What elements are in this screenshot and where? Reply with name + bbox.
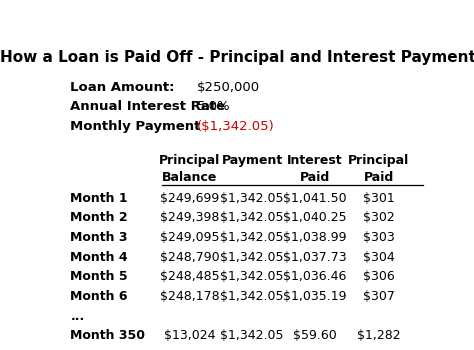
Text: $1,342.05: $1,342.05 (220, 211, 284, 224)
Text: $301: $301 (363, 191, 395, 204)
Text: Month 4: Month 4 (70, 251, 128, 264)
Text: $248,790: $248,790 (160, 251, 219, 264)
Text: Balance: Balance (162, 172, 218, 184)
Text: $1,037.73: $1,037.73 (283, 251, 346, 264)
Text: Interest: Interest (287, 154, 342, 167)
Text: $304: $304 (363, 251, 395, 264)
Text: $1,035.19: $1,035.19 (283, 290, 346, 303)
Text: $1,041.50: $1,041.50 (283, 191, 346, 204)
Text: ($1,342.05): ($1,342.05) (197, 120, 275, 133)
Text: $1,038.99: $1,038.99 (283, 231, 346, 244)
Text: Month 5: Month 5 (70, 270, 128, 283)
Text: $1,342.05: $1,342.05 (220, 191, 284, 204)
Text: Monthly Payment: Monthly Payment (70, 120, 201, 133)
Text: $1,342.05: $1,342.05 (220, 290, 284, 303)
Text: Payment: Payment (221, 154, 283, 167)
Text: How a Loan is Paid Off - Principal and Interest Payments: How a Loan is Paid Off - Principal and I… (0, 50, 474, 65)
Text: $1,342.05: $1,342.05 (220, 329, 284, 342)
Text: Loan Amount:: Loan Amount: (70, 81, 175, 94)
Text: $1,342.05: $1,342.05 (220, 231, 284, 244)
Text: Month 6: Month 6 (70, 290, 128, 303)
Text: $59.60: $59.60 (292, 329, 337, 342)
Text: Month 3: Month 3 (70, 231, 128, 244)
Text: $307: $307 (363, 290, 395, 303)
Text: $303: $303 (363, 231, 395, 244)
Text: Month 350: Month 350 (70, 329, 145, 342)
Text: $1,282: $1,282 (357, 329, 401, 342)
Text: Paid: Paid (364, 172, 394, 184)
Text: $13,024: $13,024 (164, 329, 215, 342)
Text: Principal: Principal (348, 154, 410, 167)
Text: $249,398: $249,398 (160, 211, 219, 224)
Text: 5.0%: 5.0% (197, 100, 231, 113)
Text: $249,095: $249,095 (160, 231, 219, 244)
Text: $250,000: $250,000 (197, 81, 260, 94)
Text: Month 1: Month 1 (70, 191, 128, 204)
Text: $249,699: $249,699 (160, 191, 219, 204)
Text: $306: $306 (363, 270, 395, 283)
Text: $1,040.25: $1,040.25 (283, 211, 346, 224)
Text: $248,178: $248,178 (160, 290, 219, 303)
Text: Annual Interest Rate: Annual Interest Rate (70, 100, 226, 113)
Text: Principal: Principal (159, 154, 220, 167)
Text: $302: $302 (363, 211, 395, 224)
Text: $1,036.46: $1,036.46 (283, 270, 346, 283)
Text: Month 2: Month 2 (70, 211, 128, 224)
Text: ...: ... (70, 310, 84, 323)
Text: $248,485: $248,485 (160, 270, 219, 283)
Text: $1,342.05: $1,342.05 (220, 251, 284, 264)
Text: Paid: Paid (300, 172, 330, 184)
Text: $1,342.05: $1,342.05 (220, 270, 284, 283)
